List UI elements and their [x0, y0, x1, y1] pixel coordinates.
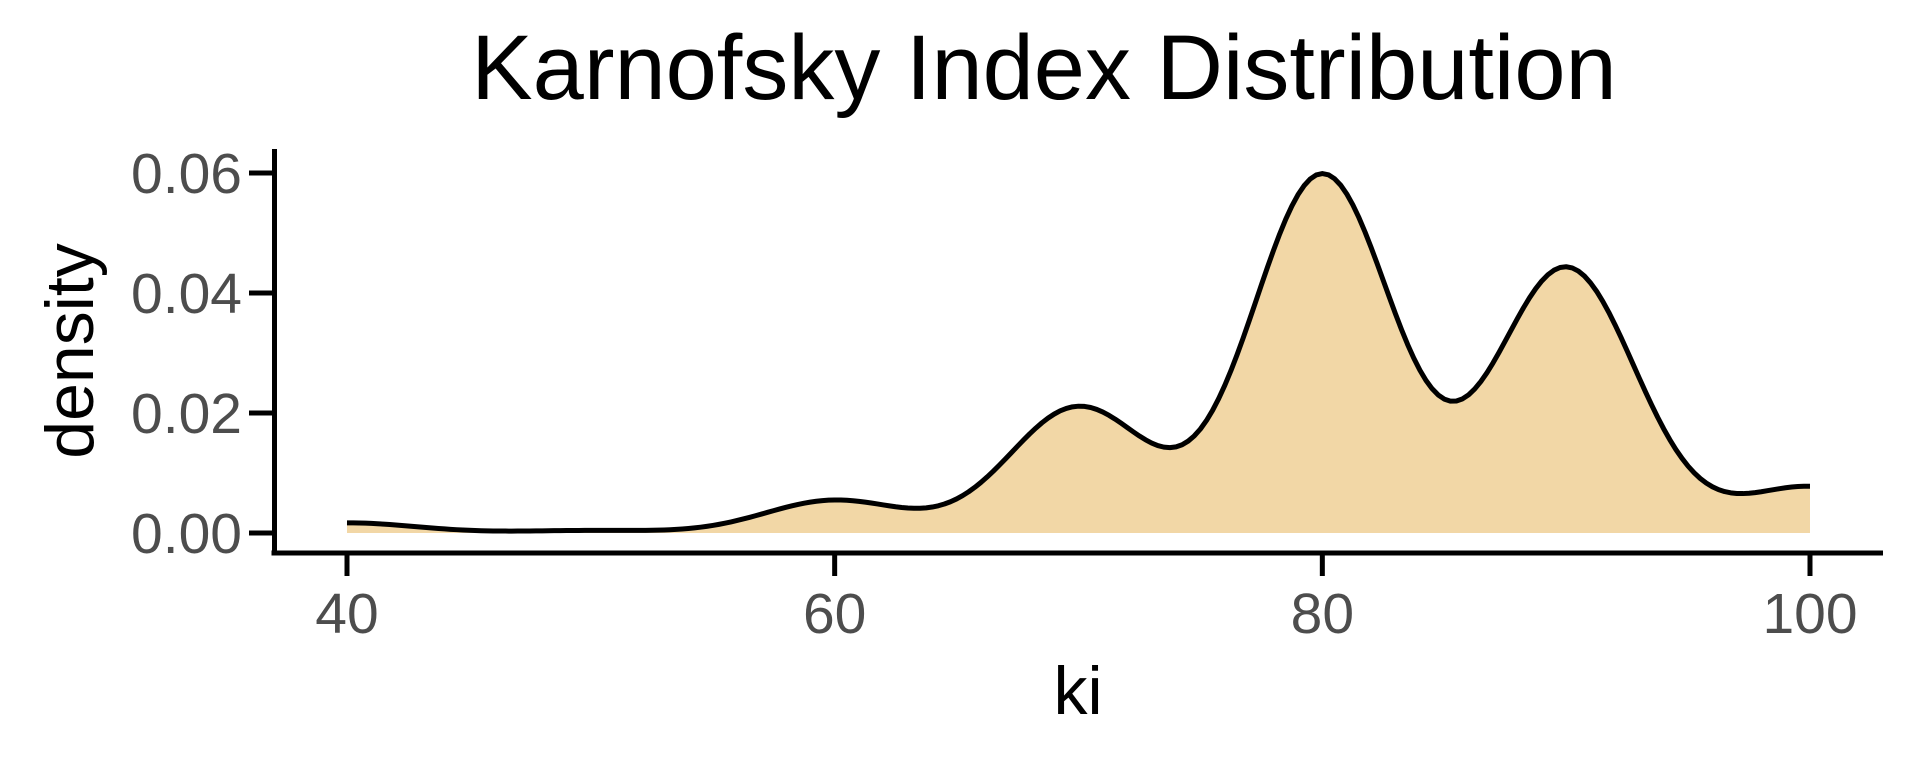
x-axis-title: ki — [1053, 653, 1103, 729]
chart-title: Karnofsky Index Distribution — [471, 17, 1617, 119]
y-tick-label: 0.06 — [131, 142, 242, 206]
y-tick-label: 0.04 — [131, 262, 242, 326]
density-curve — [346, 171, 1811, 534]
y-tick-label: 0.02 — [131, 382, 242, 446]
y-tick-label: 0.00 — [131, 502, 242, 566]
x-tick-label: 80 — [1291, 582, 1354, 646]
density-area — [347, 173, 1810, 534]
x-tick-label: 40 — [315, 582, 378, 646]
x-tick-label: 60 — [803, 582, 866, 646]
x-tick-label: 100 — [1762, 582, 1857, 646]
